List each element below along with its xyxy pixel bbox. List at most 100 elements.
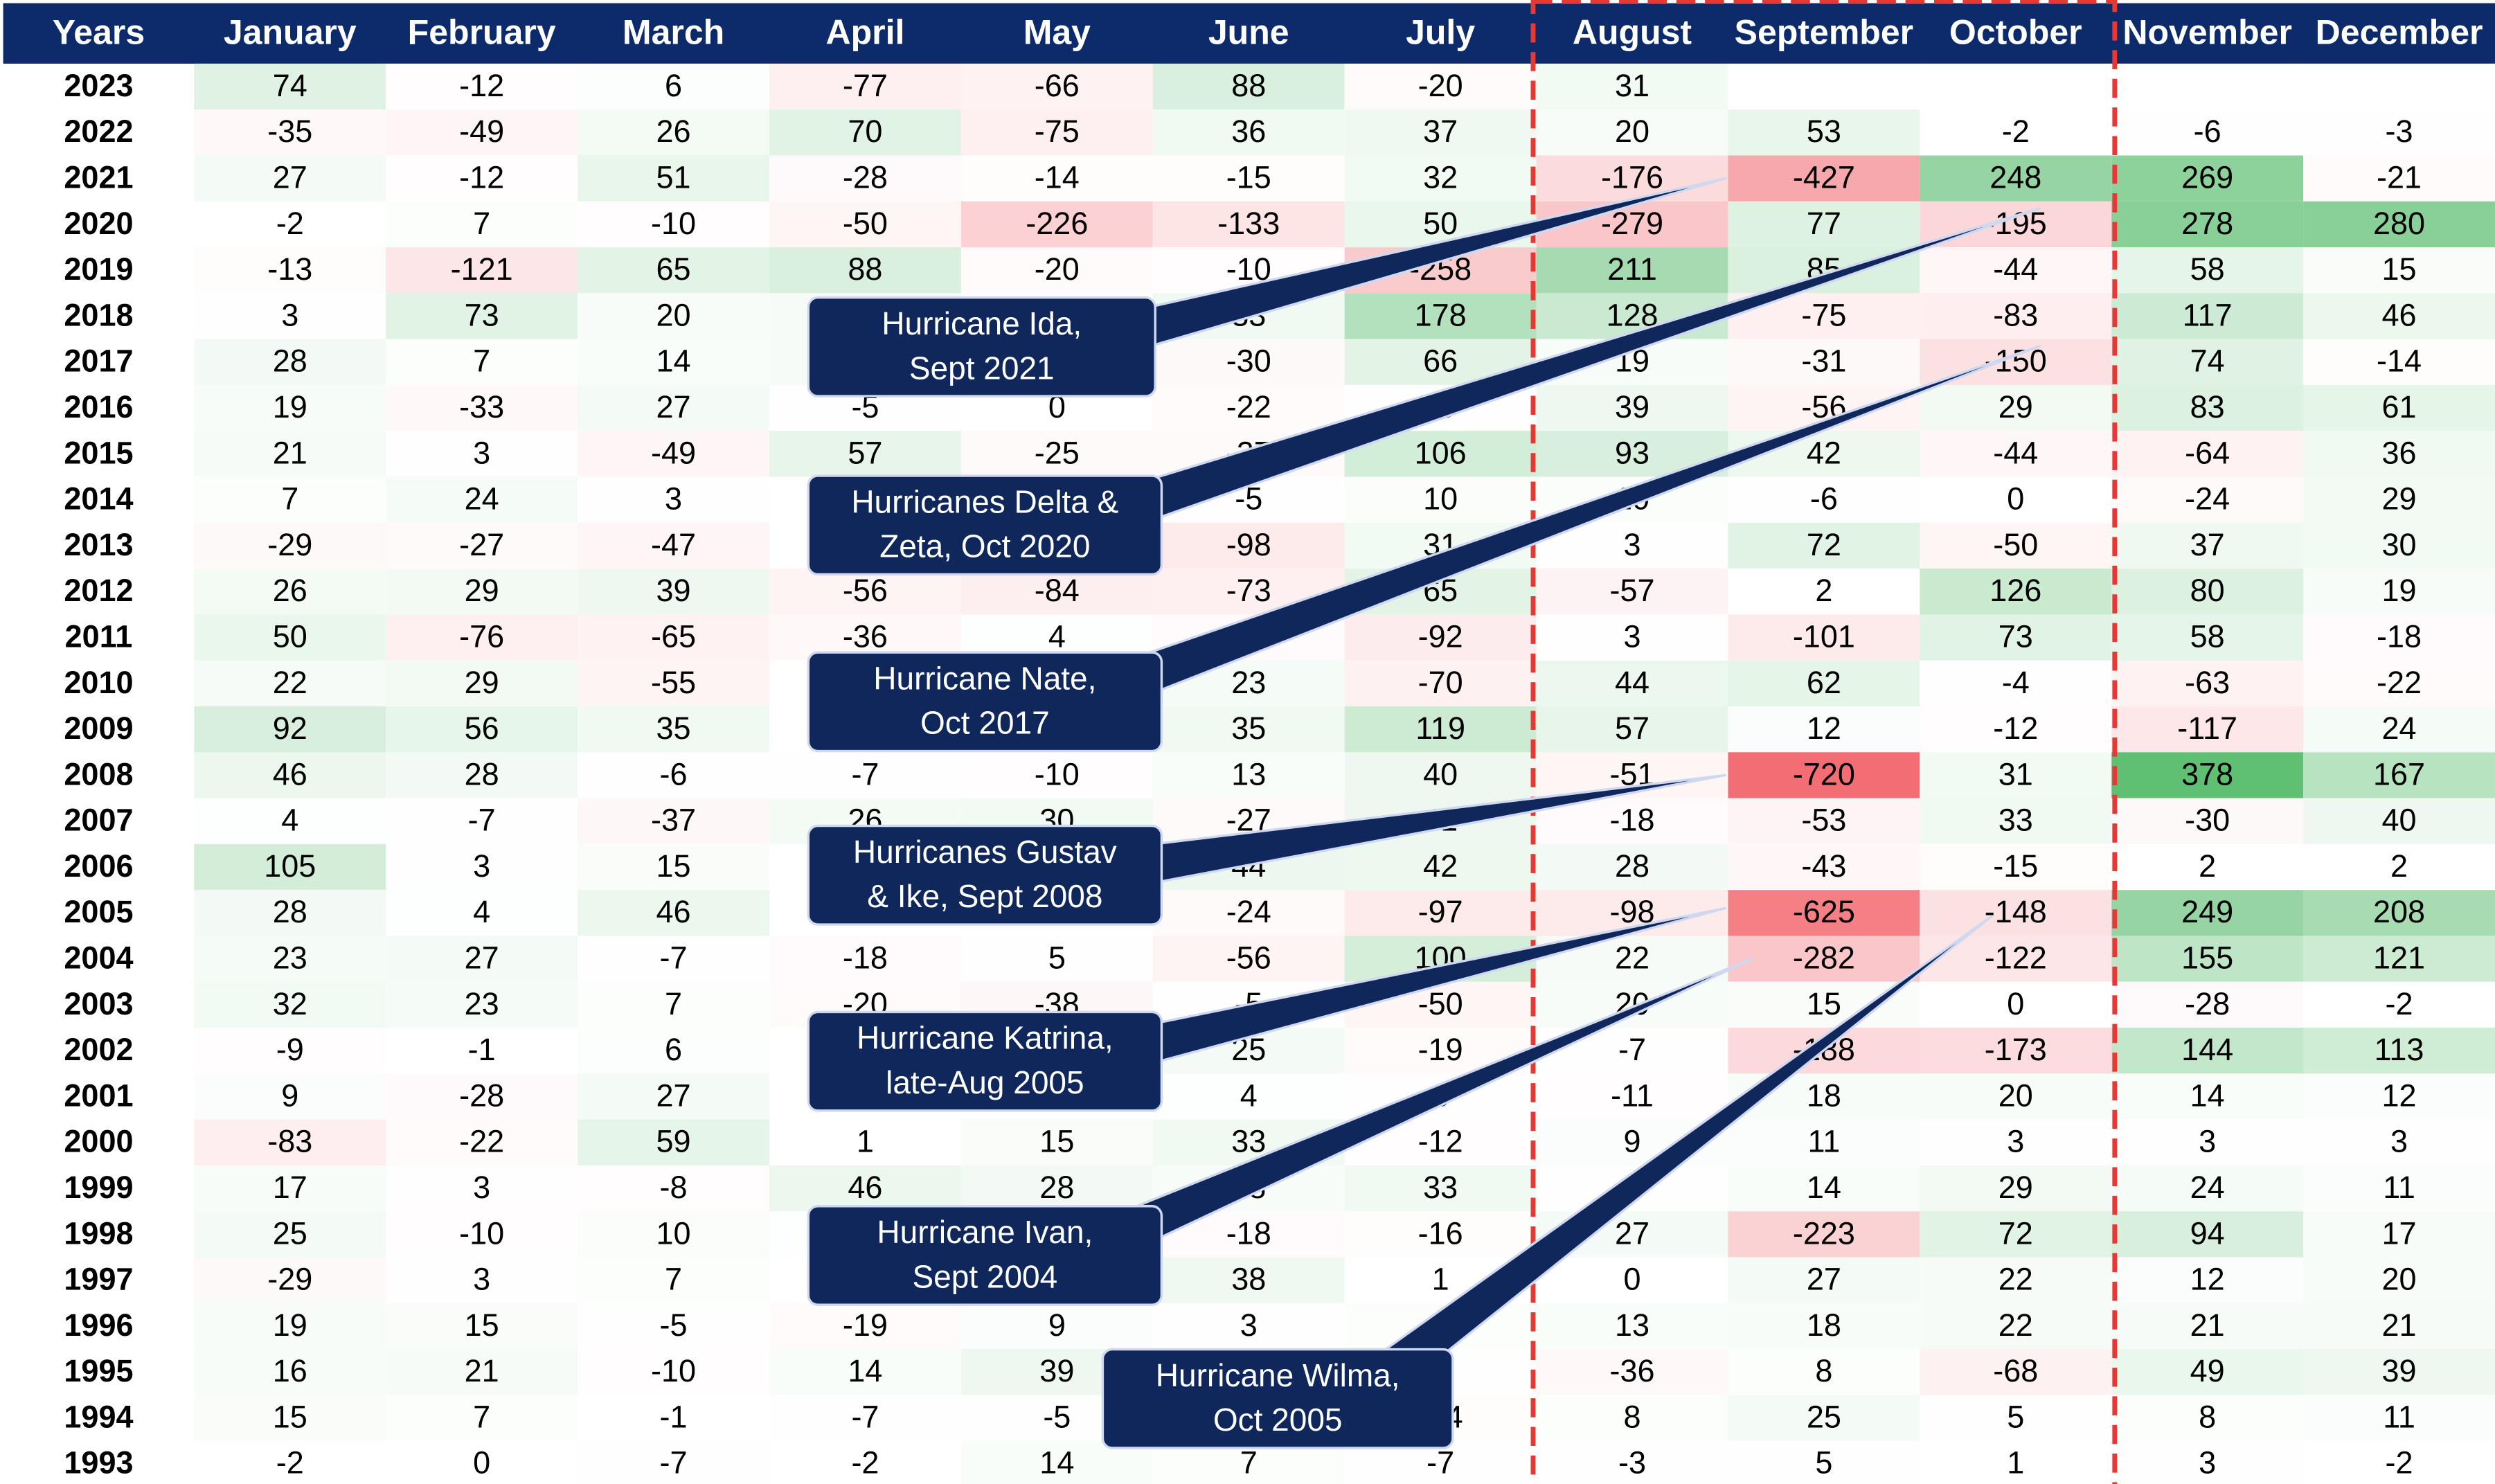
heatmap-cell-2022-september — [1728, 109, 1920, 156]
heatmap-cell-1995-april — [769, 1349, 961, 1395]
cell-value-1997-july: 1 — [1432, 1262, 1449, 1297]
heatmap-cell-2011-march — [578, 614, 770, 661]
heatmap-cell-2022-april — [769, 109, 961, 156]
heatmap-cell-2018-march — [578, 293, 770, 339]
cell-value-2003-december: -2 — [2386, 986, 2413, 1021]
cell-value-1997-june: 38 — [1231, 1262, 1266, 1297]
heatmap-cell-1994-january — [194, 1395, 386, 1441]
cell-value-2008-november: 378 — [2181, 756, 2233, 792]
cell-value-2006-august: 28 — [1615, 848, 1649, 884]
cell-value-2022-june: 36 — [1231, 114, 1266, 149]
heatmap-cell-1994-february — [386, 1395, 578, 1441]
cell-value-2023-april: -77 — [843, 68, 888, 103]
cell-value-2011-september: -101 — [1793, 618, 1855, 654]
cell-value-1993-march: -7 — [660, 1445, 688, 1481]
year-label-1998: 1998 — [64, 1215, 133, 1251]
cell-value-2014-january: 7 — [281, 481, 298, 517]
cell-value-1994-january: 15 — [273, 1399, 307, 1434]
cell-value-2021-october: 248 — [1989, 160, 2041, 195]
callout-text-4-line-1: Hurricanes Gustav — [853, 834, 1117, 870]
cell-value-2009-march: 35 — [656, 710, 691, 746]
heatmap-cell-1994-september — [1728, 1395, 1920, 1441]
cell-value-1995-october: -68 — [1993, 1353, 2038, 1388]
heatmap-cell-1993-december — [2303, 1440, 2495, 1484]
heatmap-cell-2011-january — [194, 614, 386, 661]
heatmap-cell-2005-december — [2303, 890, 2495, 936]
heatmap-cell-2008-october — [1920, 752, 2112, 798]
heatmap-cell-2011-august — [1536, 614, 1728, 661]
heatmap-cell-2013-november — [2111, 522, 2304, 569]
heatmap-cell-2016-march — [578, 384, 770, 431]
heatmap-cell-1998-july — [1344, 1211, 1537, 1258]
cell-value-2012-january: 26 — [273, 573, 307, 608]
cell-value-2015-april: 57 — [848, 435, 882, 470]
heatmap-cell-2008-april — [769, 752, 961, 798]
heatmap-cell-2017-february — [386, 339, 578, 385]
heatmap-cell-2017-march — [578, 339, 770, 385]
year-label-1995: 1995 — [64, 1353, 133, 1388]
heatmap-cell-2012-march — [578, 569, 770, 615]
callout-text-1-line-2: Sept 2021 — [909, 350, 1055, 386]
header-bar — [3, 3, 2495, 64]
cell-value-2005-september: -625 — [1793, 894, 1855, 929]
cell-value-2012-april: -56 — [843, 573, 888, 608]
year-label-2014: 2014 — [64, 481, 133, 517]
heatmap-cell-2010-october — [1920, 660, 2112, 707]
cell-value-2018-october: -83 — [1993, 297, 2038, 332]
cell-value-2019-may: -20 — [1035, 251, 1080, 287]
cell-value-1997-november: 12 — [2190, 1262, 2225, 1297]
cell-value-2016-january: 19 — [273, 389, 307, 424]
cell-value-1996-march: -5 — [660, 1307, 688, 1343]
heatmap-cell-2001-november — [2111, 1073, 2304, 1120]
heatmap-cell-2015-november — [2111, 431, 2304, 477]
heatmap-cell-1994-august — [1536, 1395, 1728, 1441]
heatmap-cell-2002-november — [2111, 1028, 2304, 1074]
cell-value-2006-december: 2 — [2390, 848, 2408, 884]
cell-value-1993-june: 7 — [1240, 1445, 1258, 1481]
cell-value-2018-december: 46 — [2382, 297, 2417, 332]
heatmap-cell-2000-march — [578, 1119, 770, 1165]
heatmap-cell-2005-october — [1920, 890, 2112, 936]
cell-value-2011-december: -18 — [2377, 618, 2422, 654]
cell-value-1993-october: 1 — [2007, 1445, 2024, 1481]
cell-value-2009-july: 119 — [1415, 710, 1465, 746]
heatmap-cell-2008-september — [1728, 752, 1920, 798]
heatmap-cell-1998-february — [386, 1211, 578, 1258]
cell-value-1998-january: 25 — [273, 1215, 307, 1251]
heatmap-cell-2000-may — [960, 1119, 1153, 1165]
cell-value-1993-may: 14 — [1039, 1445, 1074, 1481]
heatmap-cell-2020-february — [386, 201, 578, 248]
heatmap-cell-2001-december — [2303, 1073, 2495, 1120]
heatmap-cell-2019-april — [769, 247, 961, 294]
heatmap-cell-2013-december — [2303, 522, 2495, 569]
cell-value-1998-june: -18 — [1226, 1215, 1271, 1251]
heatmap-cell-2008-december — [2303, 752, 2495, 798]
heatmap-cell-2003-january — [194, 981, 386, 1028]
cell-value-1998-august: 27 — [1615, 1215, 1649, 1251]
heatmap-cell-2004-june — [1152, 936, 1345, 982]
cell-value-2007-september: -53 — [1801, 803, 1846, 838]
heatmap-cell-1993-september — [1728, 1440, 1920, 1484]
month-header-may: May — [1023, 12, 1091, 51]
heatmap-cell-2002-december — [2303, 1028, 2495, 1074]
cell-value-2006-march: 15 — [656, 848, 691, 884]
year-label-1994: 1994 — [64, 1399, 133, 1434]
cell-value-1999-march: -8 — [660, 1170, 688, 1205]
heatmap-cell-1996-october — [1920, 1303, 2112, 1350]
heatmap-cell-2014-november — [2111, 476, 2304, 523]
cell-value-2015-august: 93 — [1615, 435, 1649, 470]
cell-value-1997-february: 3 — [473, 1262, 490, 1297]
heatmap-cell-2007-february — [386, 798, 578, 844]
cell-value-1999-february: 3 — [473, 1170, 490, 1205]
cell-value-1998-november: 94 — [2190, 1215, 2225, 1251]
month-header-august: August — [1573, 12, 1692, 51]
cell-value-2010-august: 44 — [1615, 665, 1649, 700]
cell-value-2010-july: -70 — [1418, 665, 1463, 700]
heatmap-cell-2011-november — [2111, 614, 2304, 661]
cell-value-2014-july: 10 — [1423, 481, 1458, 517]
heatmap-cell-2023-june — [1152, 63, 1345, 110]
cell-value-2011-january: 50 — [273, 618, 307, 654]
cell-value-2020-may: -226 — [1026, 206, 1088, 241]
cell-value-2014-october: 0 — [2007, 481, 2024, 517]
heatmap-cell-2023-november — [2111, 63, 2304, 110]
